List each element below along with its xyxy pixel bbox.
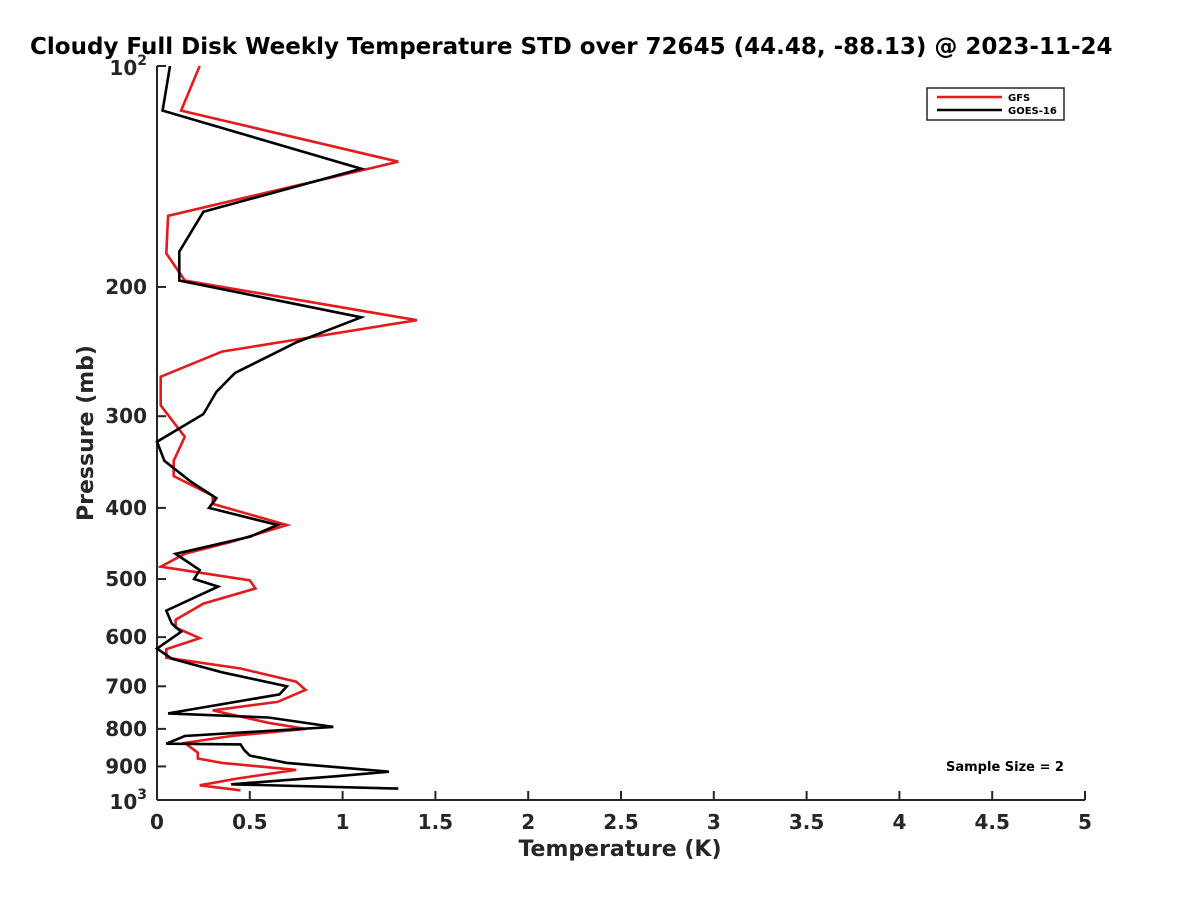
y-axis-label: Pressure (mb) xyxy=(74,345,99,521)
x-tick-label: 1.5 xyxy=(418,810,453,834)
y-tick-label: 103 xyxy=(109,787,147,814)
y-tick-label-base: 10 xyxy=(109,790,137,814)
x-tick-label: 5 xyxy=(1078,810,1092,834)
y-tick-label: 102 xyxy=(109,53,147,80)
y-tick-label: 200 xyxy=(105,275,147,299)
x-tick-label: 1 xyxy=(336,810,350,834)
y-tick-label-exponent: 3 xyxy=(137,787,147,803)
x-axis-label: Temperature (K) xyxy=(518,837,721,862)
y-tick-label: 400 xyxy=(105,496,147,520)
y-tick-label: 700 xyxy=(105,674,147,698)
x-tick-label: 2.5 xyxy=(603,810,638,834)
axes xyxy=(156,66,1085,801)
y-tick-label: 500 xyxy=(105,567,147,591)
legend-label: GOES-16 xyxy=(1008,106,1057,117)
legend: GFS GOES-16 xyxy=(926,87,1065,121)
legend-label: GFS xyxy=(1008,93,1030,104)
x-tick-label: 2 xyxy=(521,810,535,834)
series-line-goes-16 xyxy=(154,65,399,790)
x-tick-label: 3 xyxy=(707,810,721,834)
x-tick-label: 4.5 xyxy=(974,810,1009,834)
legend-box xyxy=(926,87,1065,121)
y-tick-label: 300 xyxy=(105,404,147,428)
y-tick-label: 800 xyxy=(105,717,147,741)
x-tick-label: 0 xyxy=(150,810,164,834)
x-tick-label: 4 xyxy=(892,810,906,834)
plot-area xyxy=(154,65,418,792)
series-line-gfs xyxy=(156,65,418,792)
y-tick-label: 600 xyxy=(105,625,147,649)
sample-size-annotation: Sample Size = 2 xyxy=(946,760,1064,775)
x-tick-label: 0.5 xyxy=(232,810,267,834)
y-tick-label-exponent: 2 xyxy=(137,53,147,69)
chart-title: Cloudy Full Disk Weekly Temperature STD … xyxy=(30,34,1113,60)
x-axis-ticks: 0 0.5 1 1.5 2 2.5 3 3.5 4 4.5 5 xyxy=(150,791,1092,834)
y-tick-label: 900 xyxy=(105,754,147,778)
x-tick-label: 3.5 xyxy=(789,810,824,834)
y-tick-label-base: 10 xyxy=(109,56,137,80)
